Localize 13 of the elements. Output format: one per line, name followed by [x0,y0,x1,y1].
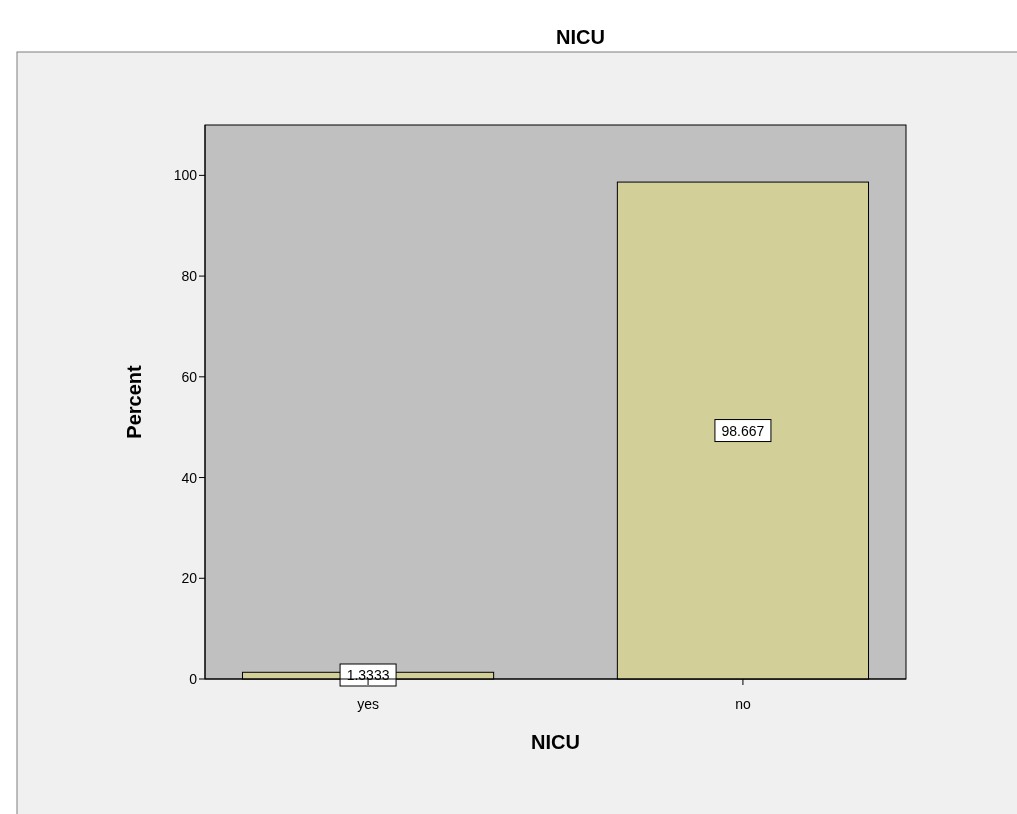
y-axis-title: Percent [123,364,145,439]
data-label: 1.3333 [346,667,390,683]
y-tick-label: 0 [189,671,198,687]
y-tick-label: 40 [181,469,198,486]
data-label: 98.667 [721,422,765,439]
chart-title: NICU [556,26,605,48]
y-tick-label: 100 [173,167,198,184]
x-tick-label: no [735,696,751,712]
x-tick-label: yes [357,696,379,712]
y-tick-label: 80 [181,268,198,285]
x-axis-title: NICU [531,731,580,753]
y-tick-label: 60 [181,368,198,385]
y-tick-label: 20 [181,570,198,587]
